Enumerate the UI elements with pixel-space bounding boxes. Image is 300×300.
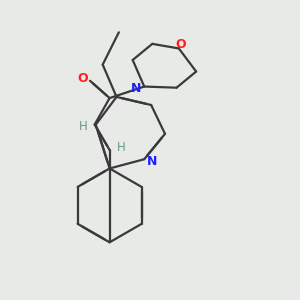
Text: O: O xyxy=(78,72,88,85)
Text: N: N xyxy=(131,82,141,95)
Text: O: O xyxy=(176,38,187,52)
Text: H: H xyxy=(79,120,88,134)
Text: N: N xyxy=(147,155,158,168)
Text: H: H xyxy=(117,141,125,154)
